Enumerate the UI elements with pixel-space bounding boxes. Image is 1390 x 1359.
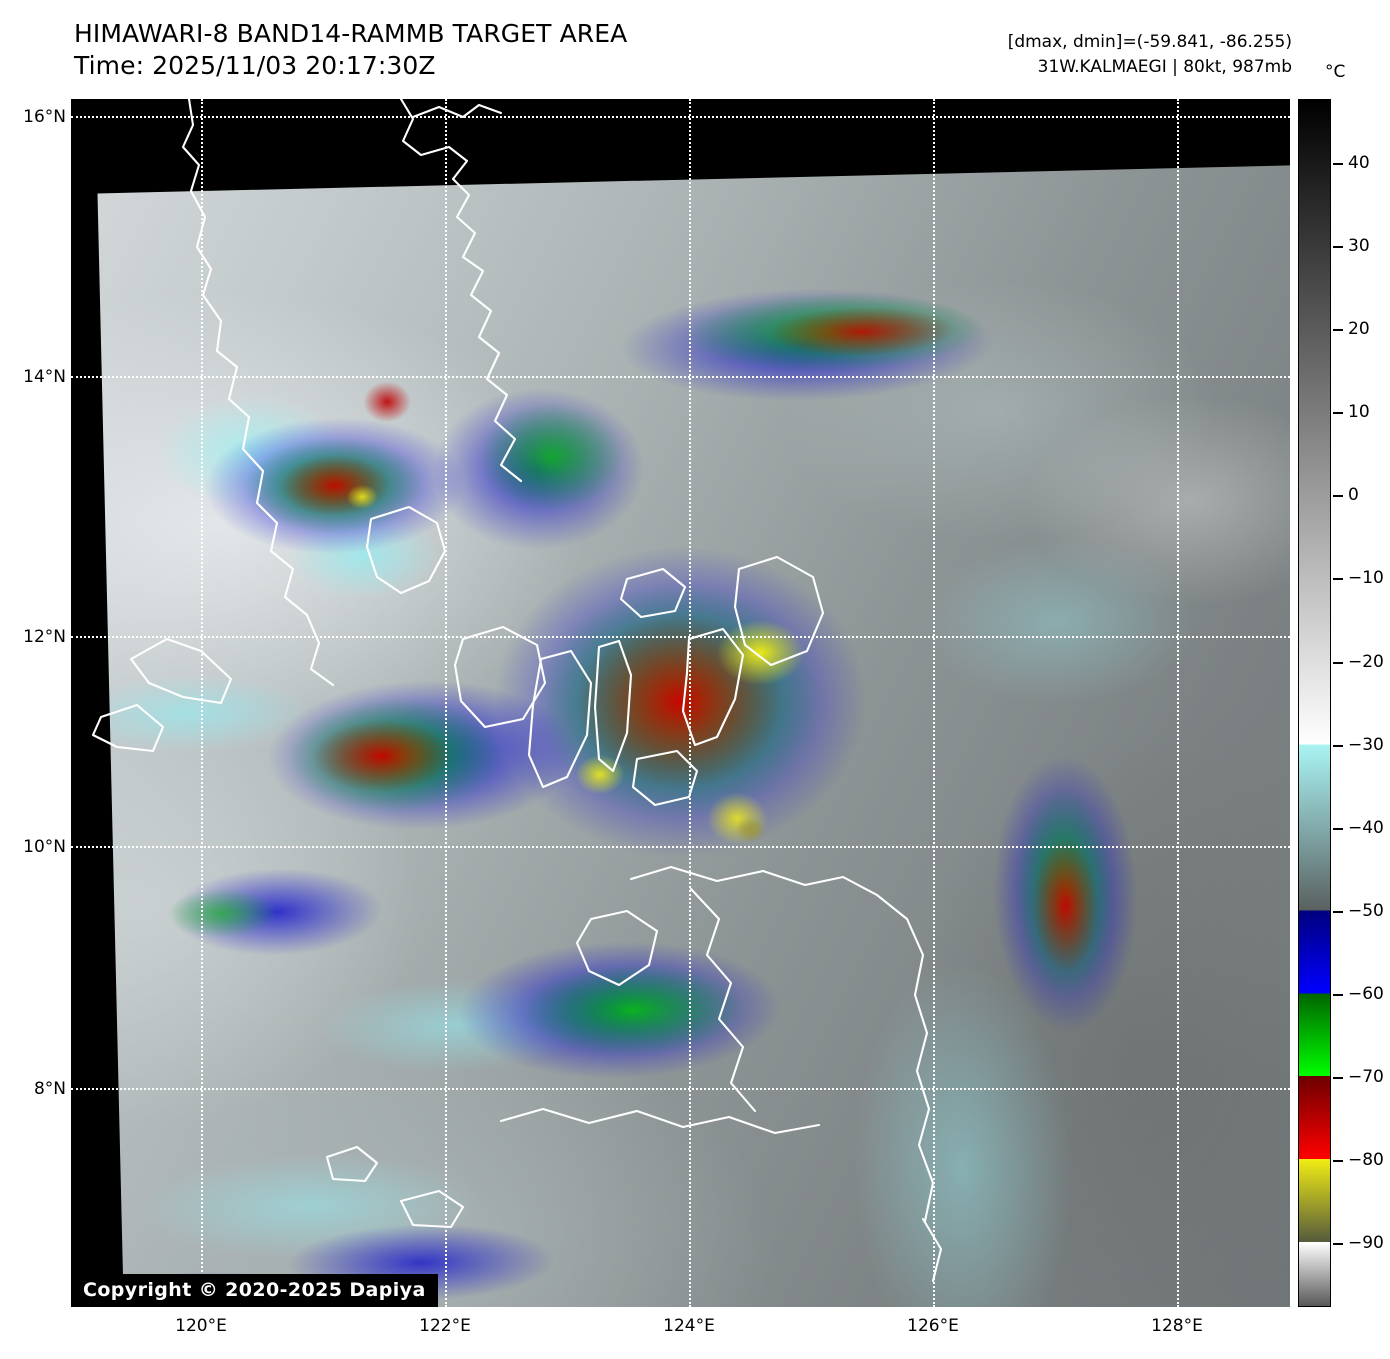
timestamp-label: Time: 2025/11/03 20:17:30Z — [74, 51, 436, 80]
satellite-image-panel: Copyright © 2020-2025 Dapiya — [71, 99, 1290, 1307]
satellite-swath — [71, 143, 1290, 1307]
title-block: HIMAWARI-8 BAND14-RAMMB TARGET AREA Time… — [74, 18, 627, 82]
colorbar-label--30: −30 — [1348, 734, 1384, 755]
lon-label-122: 122°E — [419, 1316, 471, 1336]
lon-label-124: 124°E — [663, 1316, 715, 1336]
lon-label-128: 128°E — [1151, 1316, 1203, 1336]
gridline-lat-12 — [71, 636, 1290, 638]
gridline-lon-128 — [1177, 99, 1179, 1307]
colorbar-tick-0 — [1333, 495, 1343, 498]
colorbar-tick--90 — [1333, 1243, 1343, 1245]
colorbar-tick--80 — [1333, 1159, 1343, 1162]
colorbar-label--10: −10 — [1348, 568, 1384, 589]
colorbar-tick-10 — [1333, 412, 1343, 415]
colorbar-label--90: −90 — [1348, 1233, 1384, 1253]
colorbar-label--70: −70 — [1348, 1066, 1384, 1087]
colorbar — [1298, 99, 1331, 1307]
colorbar-tick--10 — [1333, 578, 1343, 581]
lat-label-16: 16°N — [23, 107, 66, 127]
gridline-lon-122 — [445, 99, 447, 1307]
lat-label-12: 12°N — [23, 627, 66, 647]
colorbar-label-40: 40 — [1348, 153, 1370, 173]
lat-label-10: 10°N — [23, 837, 66, 857]
colorbar-label--60: −60 — [1348, 983, 1384, 1004]
colorbar-label--80: −80 — [1348, 1149, 1384, 1170]
lon-label-126: 126°E — [907, 1316, 959, 1336]
colorbar-tick--70 — [1333, 1076, 1343, 1079]
gridline-lon-124 — [689, 99, 691, 1307]
gridline-lat-14 — [71, 376, 1290, 378]
gridline-lon-120 — [201, 99, 203, 1307]
ir-overshoot-layer — [71, 143, 1290, 1307]
metadata-block: [dmax, dmin]=(-59.841, -86.255) 31W.KALM… — [1008, 30, 1292, 80]
colorbar-tick--30 — [1333, 744, 1343, 747]
colorbar-label--40: −40 — [1348, 817, 1384, 838]
colorbar-label-20: 20 — [1348, 319, 1370, 340]
colorbar-label-30: 30 — [1348, 236, 1370, 257]
colorbar-tick-40 — [1333, 163, 1343, 165]
colorbar-gradient — [1299, 100, 1330, 1306]
colorbar-tick--20 — [1333, 661, 1343, 664]
gridline-lat-8 — [71, 1088, 1290, 1090]
colorbar-label-10: 10 — [1348, 402, 1370, 423]
colorbar-tick--50 — [1333, 910, 1343, 913]
lat-label-8: 8°N — [33, 1079, 66, 1099]
map-clip: Copyright © 2020-2025 Dapiya — [71, 99, 1290, 1307]
colorbar-label--20: −20 — [1348, 651, 1384, 672]
gridline-lon-126 — [933, 99, 935, 1307]
colorbar-label-0: 0 — [1348, 485, 1359, 506]
colorbar-tick--40 — [1333, 827, 1343, 830]
gridline-lat-10 — [71, 846, 1290, 848]
storm-info-label: 31W.KALMAEGI | 80kt, 987mb — [1037, 57, 1292, 77]
colorbar-unit-label: °C — [1325, 62, 1346, 82]
colorbar-tick-20 — [1333, 329, 1343, 332]
colorbar-label--50: −50 — [1348, 900, 1384, 921]
gridline-lat-16 — [71, 116, 1290, 118]
lat-label-14: 14°N — [23, 367, 66, 387]
colorbar-tick--60 — [1333, 993, 1343, 996]
lon-label-120: 120°E — [175, 1316, 227, 1336]
copyright-watermark: Copyright © 2020-2025 Dapiya — [71, 1274, 438, 1307]
page-title: HIMAWARI-8 BAND14-RAMMB TARGET AREA — [74, 19, 628, 48]
colorbar-tick-30 — [1333, 246, 1343, 249]
dminmax-label: [dmax, dmin]=(-59.841, -86.255) — [1007, 32, 1292, 52]
